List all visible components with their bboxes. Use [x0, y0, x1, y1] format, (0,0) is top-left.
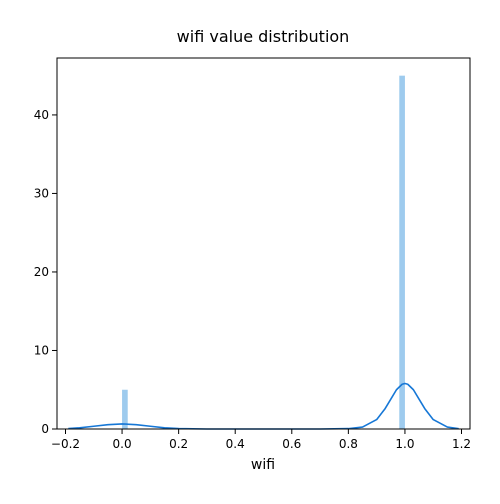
histogram-bar	[399, 75, 405, 430]
histogram-bar	[122, 389, 128, 429]
y-tick-label: 10	[34, 343, 49, 357]
x-tick-label: 0.2	[169, 437, 188, 451]
y-tick-label: 30	[34, 186, 49, 200]
y-tick-label: 20	[34, 265, 49, 279]
x-axis-label: wifi	[251, 457, 275, 473]
x-tick-label: 0.8	[339, 437, 358, 451]
y-tick-label: 40	[34, 108, 49, 122]
bars-layer	[122, 75, 405, 430]
x-tick-label: −0.2	[51, 437, 80, 451]
x-tick-label: 0.4	[226, 437, 245, 451]
plot-frame	[56, 57, 471, 430]
x-axis: −0.2 0.0 0.2 0.4 0.6 0.8 1.0 1.2	[51, 429, 471, 451]
y-tick-label: 0	[41, 422, 49, 436]
x-tick-label: 1.2	[452, 437, 471, 451]
x-tick-label: 1.0	[395, 437, 414, 451]
y-axis: 0 10 20 30 40	[34, 108, 57, 436]
x-tick-label: 0.0	[113, 437, 132, 451]
x-tick-label: 0.6	[282, 437, 301, 451]
chart-title: wifi value distribution	[177, 27, 350, 46]
